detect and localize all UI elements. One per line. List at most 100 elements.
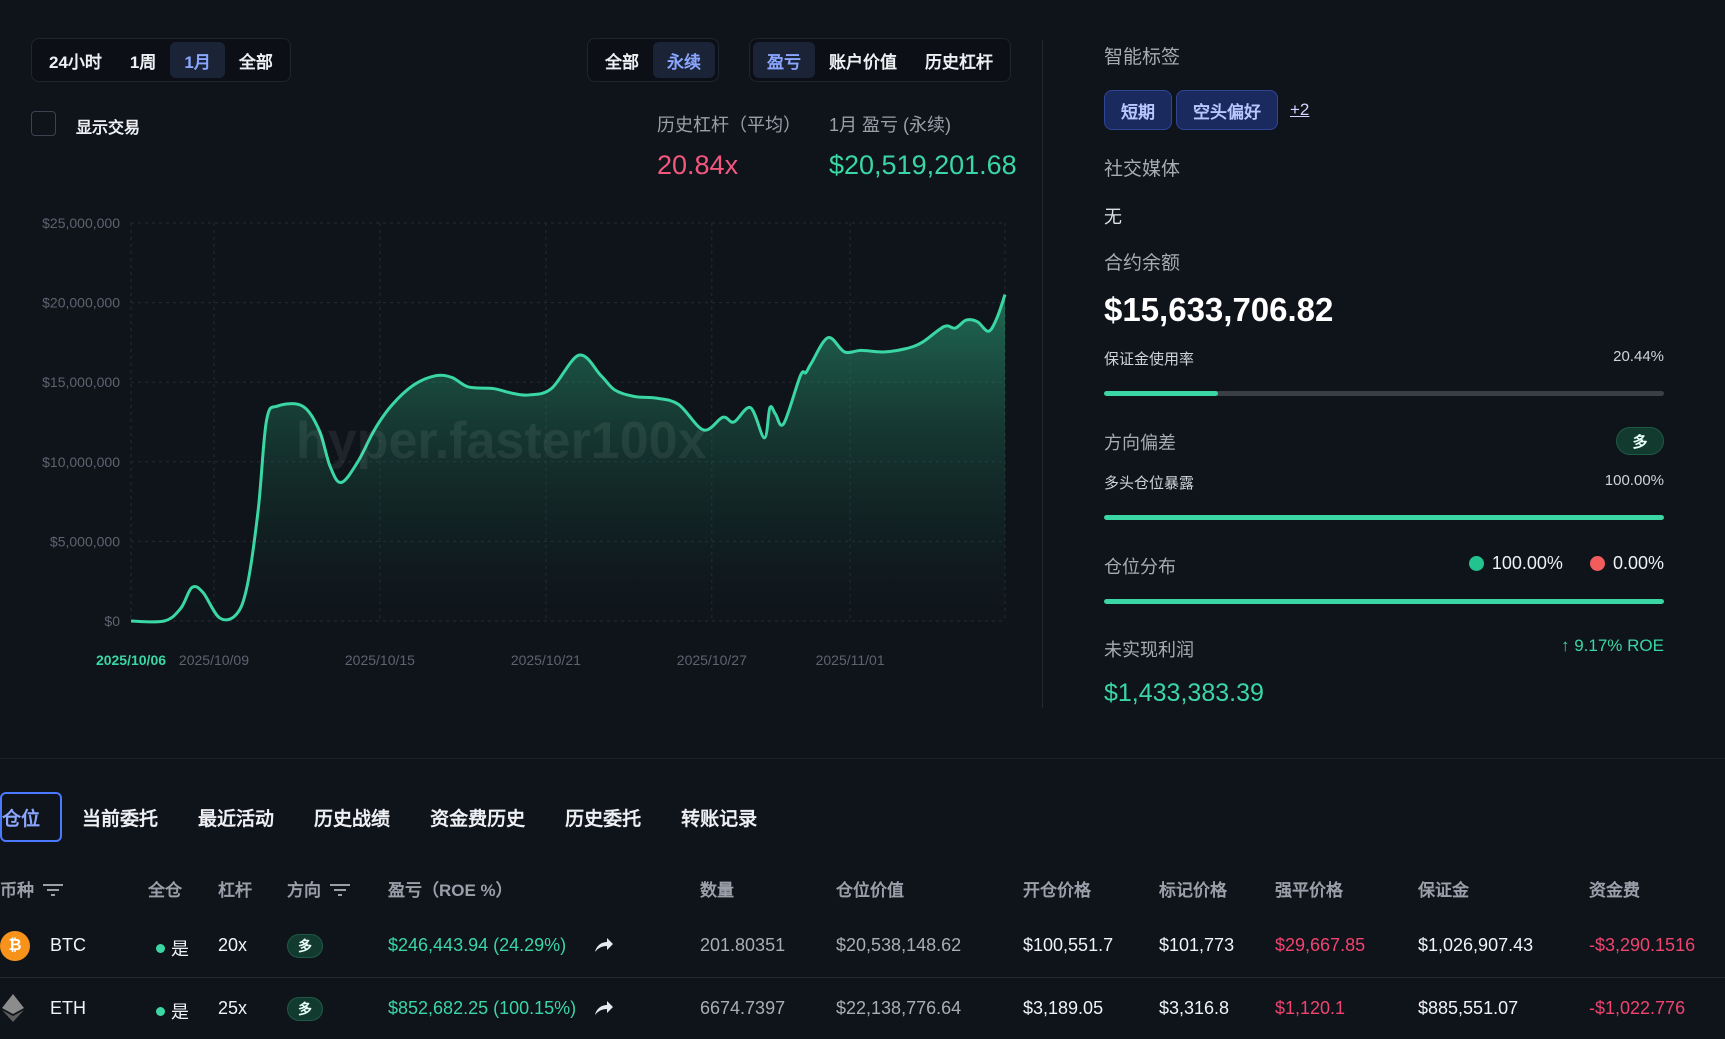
avg-leverage-label: 历史杠杆（平均） [657, 115, 801, 135]
filter-icon[interactable] [41, 883, 65, 897]
header-value: 仓位价值 [836, 881, 904, 900]
position-value: $20,538,148.62 [836, 935, 962, 955]
unrealized-value: $1,433,383.39 [1104, 679, 1264, 707]
side-badge: 多 [287, 997, 323, 1021]
unrealized-title: 未实现利润 [1104, 640, 1194, 660]
leverage-value: 25x [218, 998, 248, 1018]
header-qty: 数量 [700, 881, 734, 900]
tag-short-bias[interactable]: 空头偏好 [1176, 90, 1278, 130]
social-value: 无 [1104, 207, 1122, 227]
smart-tags-title: 智能标签 [1104, 47, 1181, 68]
header-side[interactable]: 方向 [287, 876, 352, 901]
distribution-bar [1104, 599, 1664, 604]
margin-value: $1,026,907.43 [1418, 935, 1534, 955]
metric-tab-pnl[interactable]: 盈亏 [753, 42, 815, 78]
margin-usage-fill [1104, 391, 1219, 396]
tab-order-history[interactable]: 历史委托 [565, 808, 642, 830]
direction-badge: 多 [1616, 427, 1664, 455]
balance-title: 合约余额 [1104, 253, 1181, 274]
tab-transfers[interactable]: 转账记录 [681, 808, 758, 830]
dist-long-value: 100.00% [1491, 553, 1563, 573]
show-trades-label: 显示交易 [76, 120, 141, 137]
x-tick-label: 2025/10/09 [179, 652, 249, 668]
entry-price: $3,189.05 [1023, 998, 1104, 1018]
long-exposure-value: 100.00% [1604, 472, 1664, 489]
leverage-value: 20x [218, 935, 248, 955]
header-leverage: 杠杆 [218, 881, 252, 900]
qty-value: 201.80351 [700, 935, 786, 955]
pnl-label: 1月 盈亏 (永续) [829, 115, 952, 135]
liq-price: $29,667.85 [1275, 935, 1366, 955]
section-divider [0, 758, 1725, 759]
tags-more-link[interactable]: +2 [1290, 100, 1310, 119]
funding-value: -$1,022.776 [1589, 998, 1686, 1018]
share-icon[interactable] [593, 936, 615, 954]
show-trades-checkbox[interactable] [31, 111, 56, 136]
y-axis: $0 $5,000,000 $10,000,000 $15,000,000 $20,00… [42, 215, 120, 629]
coin-name: ETH [50, 998, 86, 1018]
distribution-title: 仓位分布 [1104, 557, 1176, 577]
tag-short-term[interactable]: 短期 [1104, 90, 1172, 130]
pnl-area [131, 294, 1005, 622]
y-tick-label: $25,000,000 [42, 215, 120, 231]
margin-value: $885,551.07 [1418, 998, 1519, 1018]
metric-tab-leverage[interactable]: 历史杠杆 [925, 52, 993, 72]
long-exposure-bar [1104, 515, 1664, 520]
x-tick-label: 2025/11/01 [816, 652, 885, 668]
header-pnl: 盈亏（ROE %） [388, 881, 513, 900]
filter-icon[interactable] [328, 883, 352, 897]
dist-short-value: 0.00% [1612, 553, 1664, 573]
margin-usage-label: 保证金使用率 [1104, 351, 1195, 368]
x-tick-label: 2025/10/15 [345, 652, 415, 668]
long-exposure-fill [1104, 515, 1664, 520]
balance-value: $15,633,706.82 [1104, 291, 1334, 328]
x-tick-label: 2025/10/21 [511, 652, 581, 668]
qty-value: 6674.7397 [700, 998, 786, 1018]
range-tab-all[interactable]: 全部 [238, 52, 273, 72]
margin-usage-bar [1104, 391, 1664, 396]
pnl-value: $246,443.94 (24.29%) [388, 935, 567, 955]
tab-open-orders[interactable]: 当前委托 [82, 808, 159, 830]
market-selector: 全部 永续 [587, 38, 719, 82]
y-tick-label: $0 [104, 613, 120, 629]
mark-price: $101,773 [1159, 935, 1235, 955]
liq-price: $1,120.1 [1275, 998, 1346, 1018]
coin-name: BTC [50, 935, 86, 955]
x-axis: 2025/10/06 2025/10/09 2025/10/15 2025/10/21… [96, 652, 885, 668]
short-dot-icon [1589, 556, 1605, 571]
tab-positions[interactable]: 仓位 [0, 792, 63, 842]
pnl-line [130, 294, 1007, 624]
market-tab-all[interactable]: 全部 [605, 52, 639, 72]
cross-value: 是 [156, 935, 189, 961]
metric-tab-account-value[interactable]: 账户价值 [829, 52, 897, 72]
y-tick-label: $15,000,000 [42, 374, 120, 390]
cross-value: 是 [156, 998, 189, 1024]
roe-value: ↑ 9.17% ROE [1561, 636, 1664, 655]
row-divider [0, 977, 1725, 978]
cross-dot-icon [156, 944, 165, 953]
tab-recent-activity[interactable]: 最近活动 [198, 808, 275, 830]
long-exposure-label: 多头仓位暴露 [1104, 475, 1195, 492]
header-funding: 资金费 [1589, 881, 1640, 900]
pnl-chart: $0 $5,000,000 $10,000,000 $15,000,000 $20,00… [42, 215, 1007, 668]
market-tab-perp[interactable]: 永续 [653, 42, 715, 78]
header-coin[interactable]: 币种 [0, 876, 65, 901]
metric-selector: 盈亏 账户价值 历史杠杆 [749, 38, 1011, 82]
direction-title: 方向偏差 [1104, 433, 1176, 453]
tab-trade-history[interactable]: 历史战绩 [314, 808, 391, 830]
header-entry: 开仓价格 [1023, 881, 1091, 900]
y-tick-label: $20,000,000 [42, 295, 120, 311]
share-icon[interactable] [593, 999, 615, 1017]
range-tab-1w[interactable]: 1周 [129, 52, 157, 72]
header-margin: 保证金 [1418, 881, 1469, 900]
ethereum-icon [2, 994, 24, 1022]
avg-leverage-value: 20.84x [657, 150, 739, 180]
y-tick-label: $5,000,000 [50, 533, 120, 549]
cross-dot-icon [156, 1007, 165, 1016]
range-tab-24h[interactable]: 24小时 [49, 52, 102, 72]
header-liq: 强平价格 [1275, 881, 1343, 900]
y-tick-label: $10,000,000 [42, 454, 120, 470]
range-tab-1m[interactable]: 1月 [170, 42, 225, 78]
tab-funding-history[interactable]: 资金费历史 [430, 808, 526, 830]
social-title: 社交媒体 [1104, 159, 1181, 180]
